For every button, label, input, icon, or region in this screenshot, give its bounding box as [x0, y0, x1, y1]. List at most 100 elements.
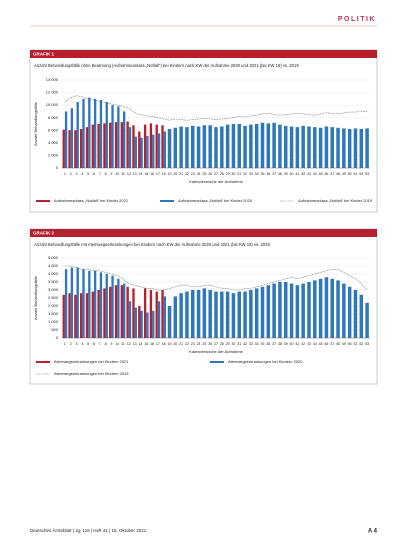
- bar: [132, 288, 135, 338]
- x-tick-label: 50: [348, 172, 352, 176]
- y-tick-label: 10 000: [46, 102, 59, 107]
- chart-label-bar: [30, 229, 377, 237]
- chart-label-bar: [30, 50, 377, 58]
- bar: [347, 129, 352, 168]
- bar: [179, 293, 183, 338]
- bar: [114, 122, 118, 168]
- section-title: POLITIK: [338, 16, 376, 23]
- y-tick-label: 0: [56, 335, 59, 340]
- bar: [313, 127, 317, 168]
- bar: [74, 130, 77, 168]
- x-tick-label: 41: [295, 342, 299, 346]
- x-tick-label: 24: [197, 342, 201, 346]
- y-tick-label: 2 000: [48, 303, 59, 308]
- x-tick-label: 9: [110, 172, 112, 176]
- bar: [117, 106, 120, 168]
- legend-label: Atemwegserkrankungen bei Kindern 2019: [54, 371, 129, 376]
- x-tick-label: 37: [272, 342, 276, 346]
- bar: [117, 278, 120, 338]
- page-number: A 4: [368, 529, 378, 535]
- bar: [272, 283, 276, 338]
- bar: [365, 128, 369, 168]
- bar: [163, 296, 167, 338]
- chart-title: Anzahl Behandlungsfälle ohne Beatmung (A…: [34, 63, 299, 68]
- bar: [70, 267, 74, 338]
- x-tick-label: 33: [249, 172, 253, 176]
- x-tick-label: 28: [220, 172, 224, 176]
- bar: [161, 290, 164, 338]
- bar: [260, 122, 265, 168]
- bar: [324, 126, 329, 168]
- bar: [336, 127, 340, 168]
- bar: [85, 293, 89, 338]
- x-tick-label: 17: [156, 172, 160, 176]
- x-tick-label: 5: [87, 172, 89, 176]
- legend-label: Atemwegserkrankungen bei Kindern 2021: [54, 359, 129, 364]
- x-tick-label: 23: [191, 342, 195, 346]
- bar: [220, 291, 224, 338]
- x-tick-label: 49: [342, 342, 346, 346]
- bar: [105, 102, 108, 168]
- y-tick-label: 1 000: [48, 319, 59, 324]
- x-tick-label: 30: [231, 172, 235, 176]
- x-tick-label: 51: [353, 342, 357, 346]
- x-tick-label: 13: [133, 342, 137, 346]
- bar: [132, 125, 135, 168]
- x-tick-label: 4: [81, 342, 83, 346]
- x-tick-label: 29: [226, 172, 230, 176]
- bar: [330, 278, 334, 338]
- bar: [231, 124, 236, 168]
- x-tick-label: 6: [93, 342, 95, 346]
- x-tick-label: 49: [342, 172, 346, 176]
- bar: [76, 267, 79, 338]
- legend-label: Aufnahmeanlass „Notfall“ bei Kinder 2020: [178, 198, 253, 203]
- bar: [103, 123, 106, 168]
- x-tick-label: 44: [313, 342, 317, 346]
- bar: [126, 286, 129, 338]
- x-tick-label: 17: [156, 342, 160, 346]
- bar: [307, 126, 311, 168]
- x-tick-label: 38: [278, 172, 282, 176]
- y-tick-label: 4 000: [48, 140, 59, 145]
- bar: [149, 123, 153, 168]
- x-tick-label: 43: [307, 172, 311, 176]
- x-tick-label: 16: [150, 342, 154, 346]
- y-tick-label: 1 500: [48, 311, 59, 316]
- bar: [126, 121, 129, 168]
- bar: [289, 283, 294, 338]
- y-tick-label: 12 000: [46, 90, 59, 95]
- x-tick-label: 30: [231, 342, 235, 346]
- x-tick-label: 31: [237, 342, 241, 346]
- bar: [123, 111, 126, 168]
- x-tick-label: 43: [307, 342, 311, 346]
- x-tick-label: 34: [255, 342, 259, 346]
- x-tick-label: 27: [214, 172, 218, 176]
- x-tick-label: 47: [330, 342, 334, 346]
- y-tick-label: 4 000: [48, 271, 59, 276]
- x-tick-label: 33: [249, 342, 253, 346]
- x-tick-label: 52: [359, 342, 363, 346]
- bar: [91, 291, 94, 338]
- line-series: [64, 265, 368, 291]
- bar: [301, 283, 305, 338]
- bar: [254, 288, 259, 338]
- bar: [149, 290, 153, 338]
- footer-journal: Deutsches Ärzteblatt | Jg. 118 | Heft 41…: [30, 527, 147, 533]
- bar: [307, 282, 311, 338]
- bar: [146, 312, 149, 338]
- bar: [237, 291, 241, 338]
- bar: [173, 296, 178, 338]
- bar: [359, 294, 364, 338]
- x-tick-label: 14: [138, 172, 142, 176]
- legend-label: Aufnahmeanlass „Notfall“ bei Kinder 2021: [54, 198, 129, 203]
- x-tick-label: 16: [150, 172, 154, 176]
- bar: [82, 98, 85, 168]
- bar: [208, 290, 212, 338]
- x-tick-label: 25: [202, 342, 206, 346]
- bar: [225, 291, 230, 338]
- bar: [155, 124, 158, 168]
- y-tick-label: 4 500: [48, 263, 59, 268]
- chart-label: GRAFIK 2: [33, 230, 54, 235]
- bar: [99, 272, 103, 338]
